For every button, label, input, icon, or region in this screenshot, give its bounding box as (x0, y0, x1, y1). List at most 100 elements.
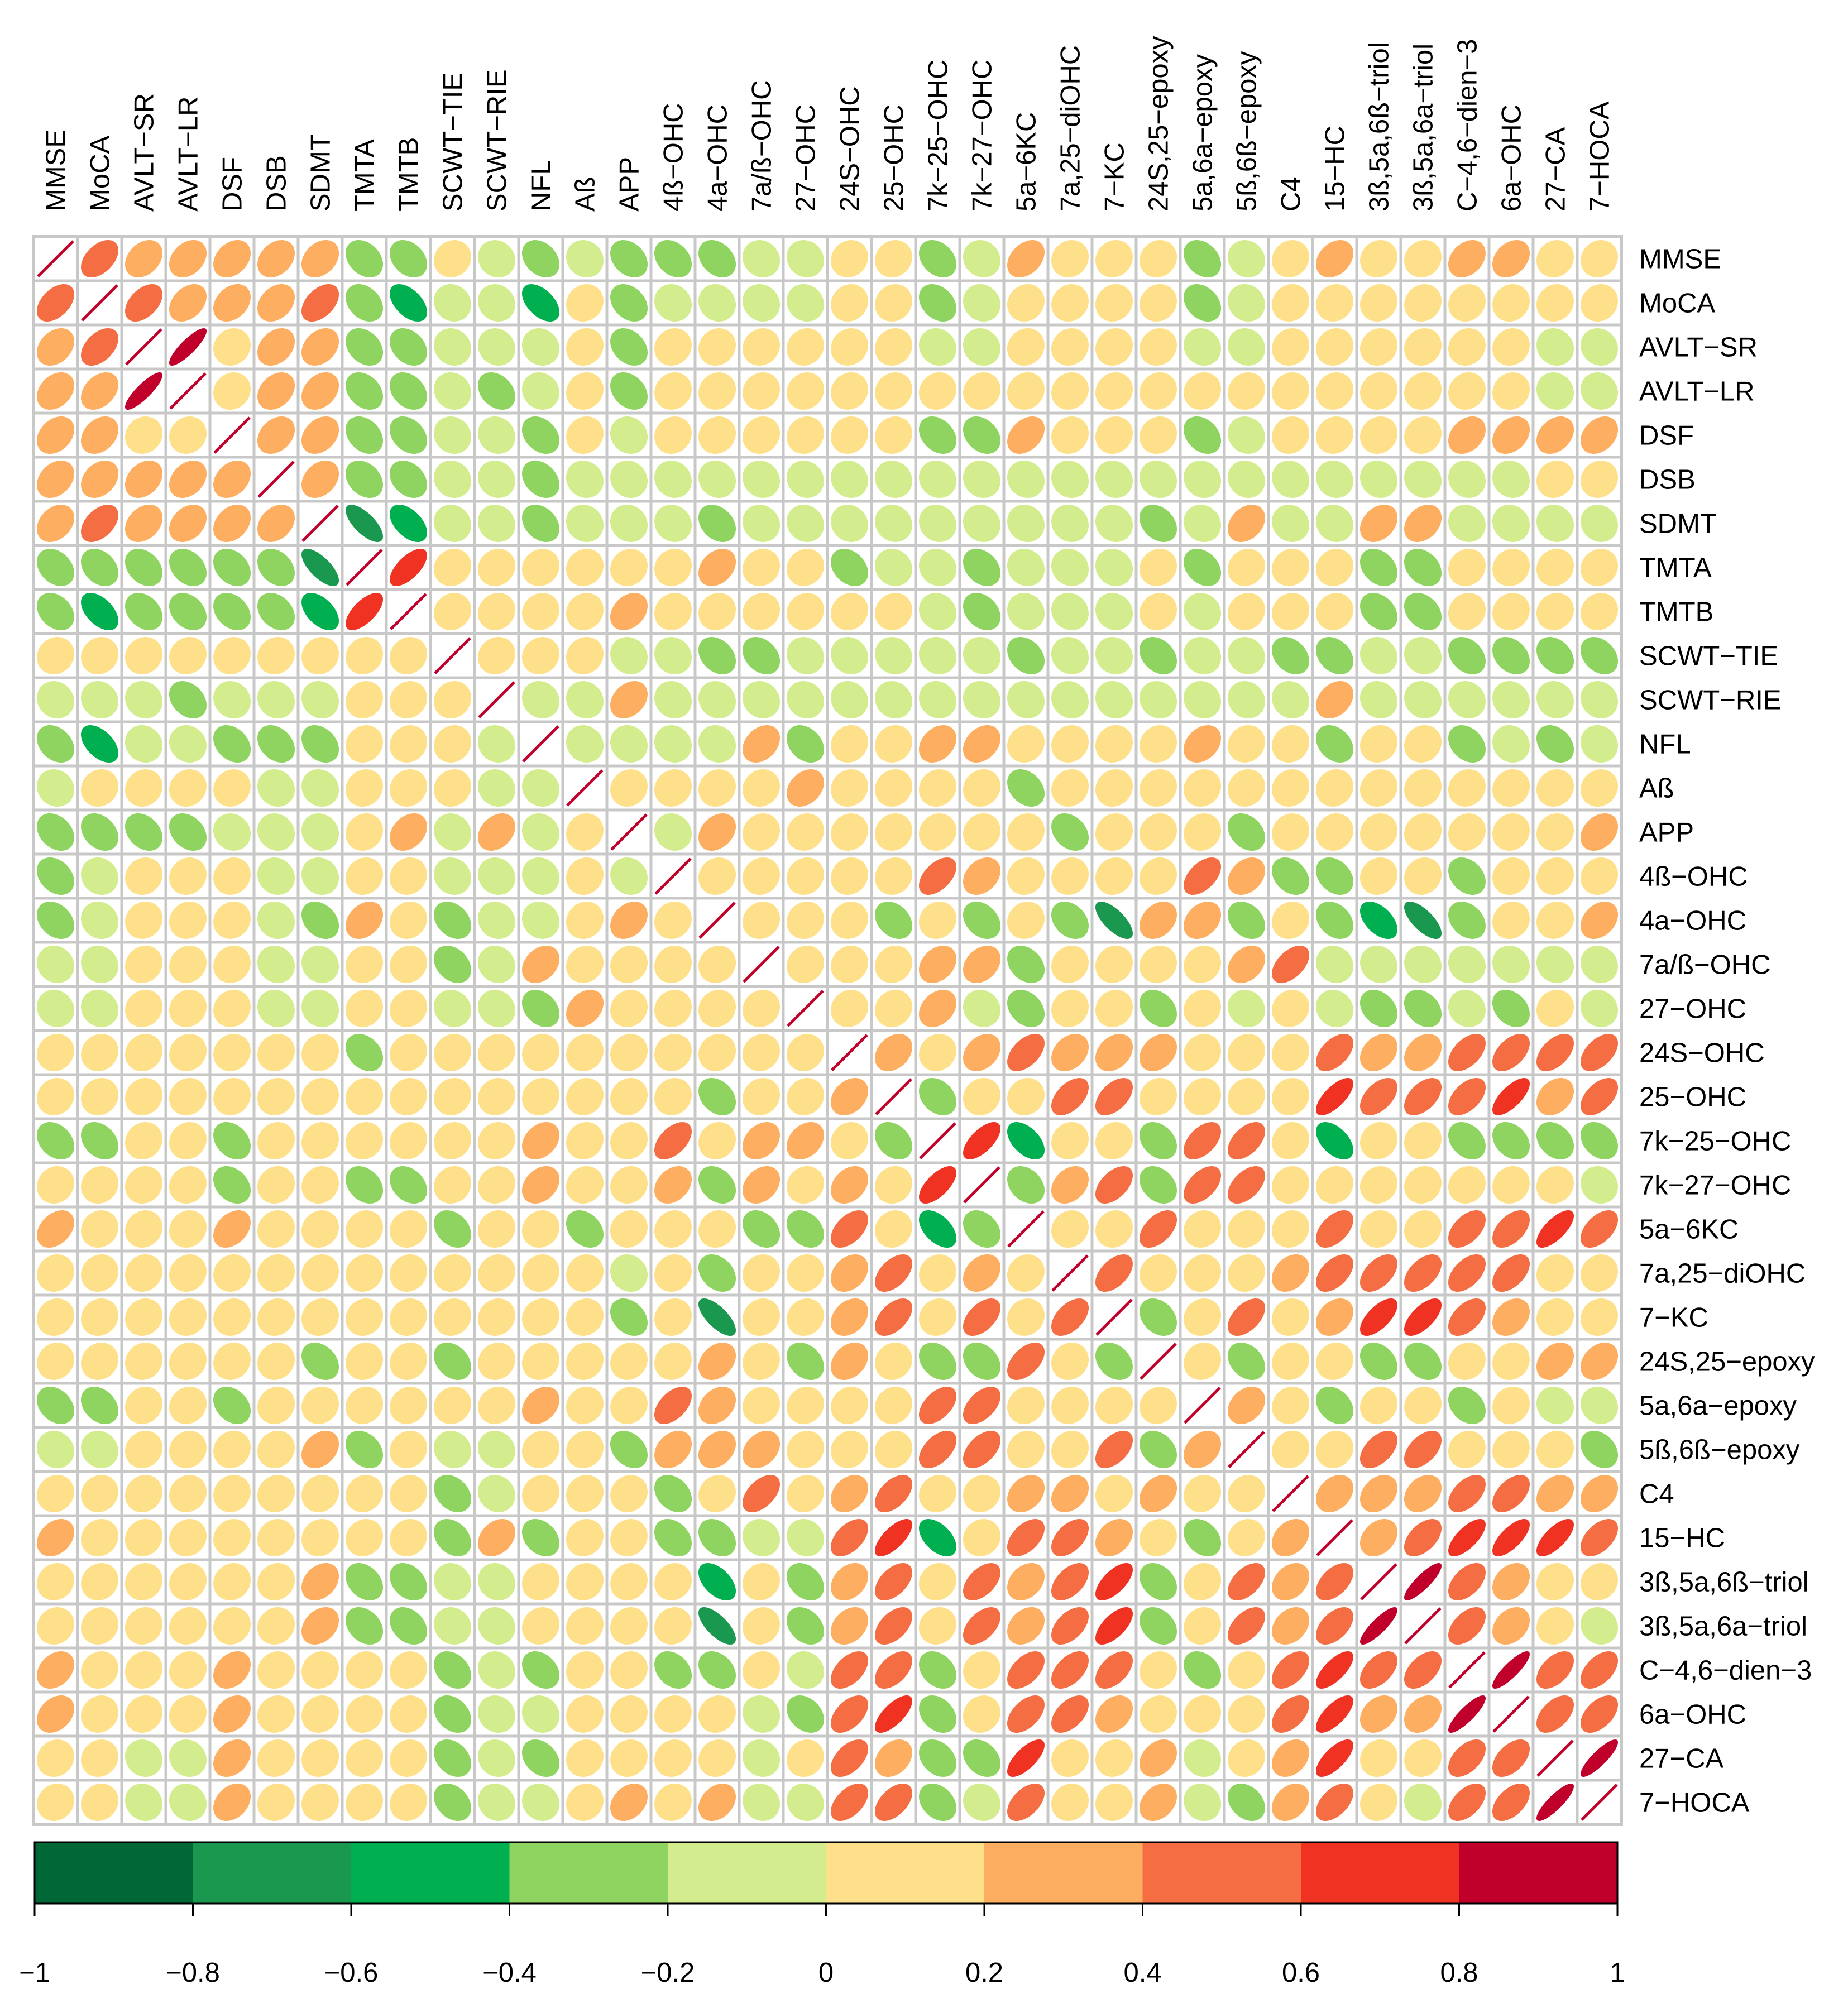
correlation-ellipse: 0.1 (80, 1474, 118, 1512)
correlation-ellipse: 0.1 (1007, 1430, 1045, 1468)
correlation-ellipse: -0.1 (257, 769, 295, 807)
column-label: 7k−27−OHC (968, 60, 998, 212)
correlation-ellipse: -0.3 (1184, 549, 1222, 587)
correlation-ellipse: 0.1 (830, 1386, 868, 1424)
correlation-ellipse: 0.1 (1448, 328, 1486, 366)
correlation-ellipse: -0.1 (654, 813, 692, 851)
correlation-ellipse: -0.1 (522, 1783, 560, 1821)
correlation-ellipse: -0.1 (1536, 505, 1574, 543)
correlation-ellipse: -0.1 (522, 372, 560, 410)
correlation-ellipse: 0.1 (786, 416, 824, 454)
correlation-ellipse: 0.7 (1492, 1519, 1530, 1557)
correlation-ellipse: 0.3 (1360, 1033, 1398, 1071)
correlation-ellipse: 0.1 (301, 1474, 339, 1512)
correlation-ellipse: 0.1 (830, 946, 868, 984)
correlation-ellipse: 0.3 (1536, 1077, 1574, 1115)
correlation-ellipse: -0.1 (434, 372, 472, 410)
correlation-ellipse: 0.1 (257, 1783, 295, 1821)
correlation-ellipse: 0.1 (963, 1474, 1000, 1512)
correlation-ellipse: -0.1 (434, 284, 472, 322)
correlation-ellipse: 0.3 (1272, 1518, 1310, 1556)
correlation-ellipse: 0.1 (125, 1210, 162, 1248)
correlation-ellipse: 0.1 (345, 1783, 383, 1821)
correlation-ellipse: -0.1 (478, 461, 516, 499)
correlation-ellipse: 0.1 (1492, 813, 1530, 851)
correlation-ellipse: -0.3 (522, 416, 560, 454)
correlation-ellipse: 0.3 (698, 549, 736, 587)
correlation-ellipse: 0.1 (1051, 372, 1089, 410)
correlation-ellipse: 0.1 (1095, 1386, 1133, 1424)
correlation-ellipse: 0.5 (1183, 1166, 1221, 1204)
column-label: 7−HOCA (1585, 101, 1615, 212)
correlation-ellipse: 0.1 (1183, 1298, 1221, 1336)
correlation-ellipse: 0.1 (1051, 769, 1089, 807)
correlation-ellipse: 0.1 (786, 813, 824, 851)
correlation-ellipse: -0.3 (346, 240, 384, 278)
correlation-ellipse: 0.1 (389, 1474, 427, 1512)
correlation-ellipse: -0.1 (918, 328, 956, 366)
correlation-ellipse: 0.5 (1051, 1607, 1089, 1645)
correlation-ellipse: 0.1 (390, 945, 428, 983)
correlation-ellipse: 0.1 (654, 416, 692, 454)
correlation-ellipse: 0.1 (125, 1607, 162, 1645)
correlation-ellipse: -0.1 (610, 416, 648, 454)
correlation-ellipse: -0.3 (346, 284, 384, 322)
correlation-ellipse: -0.3 (830, 548, 868, 586)
correlation-ellipse: 0.3 (80, 460, 118, 498)
diagonal-line (1316, 1519, 1353, 1556)
correlation-ellipse: 0.1 (566, 1122, 604, 1159)
correlation-ellipse: 0.1 (1051, 857, 1089, 895)
correlation-ellipse: -0.1 (874, 548, 912, 586)
correlation-ellipse: 0.1 (169, 1298, 207, 1336)
row-label: 7a/ß−OHC (1639, 950, 1771, 980)
correlation-ellipse: 0.1 (1095, 416, 1133, 454)
correlation-cells: 0.450.30.30.30.30.3-0.3-0.30.1-0.1-0.3-0… (32, 235, 1623, 1826)
correlation-ellipse: 0.1 (1184, 1033, 1222, 1071)
correlation-ellipse: 0.5 (1051, 1298, 1089, 1336)
correlation-ellipse: 0.3 (37, 1519, 75, 1557)
correlation-ellipse: 0.1 (213, 769, 251, 807)
correlation-ellipse: -0.1 (169, 1783, 207, 1821)
correlation-ellipse: 0.1 (1272, 372, 1310, 410)
correlation-ellipse: 0.1 (918, 372, 956, 410)
correlation-ellipse: -0.1 (478, 1430, 516, 1468)
correlation-ellipse: -0.3 (918, 1651, 956, 1689)
correlation-ellipse: 0.3 (213, 284, 251, 322)
correlation-ellipse: -0.1 (1492, 461, 1530, 499)
correlation-ellipse: 0.1 (1095, 769, 1133, 807)
correlation-ellipse: 0.1 (345, 1386, 383, 1424)
correlation-ellipse: -0.1 (257, 946, 295, 984)
correlation-ellipse: 0.1 (80, 1518, 118, 1556)
column-label: MMSE (41, 130, 71, 212)
correlation-ellipse: 0.1 (742, 1254, 780, 1292)
correlation-ellipse: 0.1 (1360, 857, 1398, 895)
correlation-ellipse: 0.3 (698, 813, 736, 851)
correlation-ellipse: 0.1 (1184, 945, 1222, 983)
correlation-ellipse: 0.1 (80, 1651, 118, 1689)
correlation-ellipse: -0.3 (610, 284, 648, 322)
correlation-ellipse: -0.1 (36, 681, 74, 719)
correlation-ellipse: 0.1 (80, 1607, 118, 1645)
correlation-ellipse: 0.1 (566, 1166, 604, 1204)
correlation-ellipse: 0.1 (830, 857, 868, 895)
correlation-ellipse: 0.1 (918, 1474, 956, 1512)
correlation-ellipse: 0.1 (257, 1298, 295, 1336)
correlation-ellipse: 0.1 (389, 1254, 427, 1292)
correlation-ellipse: 0.3 (213, 1695, 251, 1733)
correlation-ellipse: 0.3 (213, 1784, 251, 1822)
correlation-ellipse: -0.1 (1051, 680, 1089, 718)
correlation-ellipse: -0.3 (1492, 1122, 1530, 1160)
correlation-ellipse: -0.1 (1007, 548, 1045, 586)
correlation-ellipse: -0.3 (874, 1122, 912, 1159)
column-label: TMTB (394, 137, 424, 212)
correlation-ellipse: 0.3 (963, 857, 1000, 895)
correlation-ellipse: 0.5 (1580, 1651, 1618, 1689)
correlation-ellipse: 0.3 (786, 769, 824, 807)
correlation-ellipse: 0.1 (125, 857, 163, 895)
correlation-ellipse: -0.3 (433, 1784, 471, 1822)
correlation-ellipse: 0.1 (213, 1342, 251, 1380)
correlation-ellipse: -0.3 (345, 1166, 383, 1204)
correlation-ellipse: 0.1 (610, 1210, 648, 1248)
correlation-ellipse: 0.1 (213, 328, 251, 366)
correlation-ellipse: 0.1 (80, 1783, 118, 1821)
